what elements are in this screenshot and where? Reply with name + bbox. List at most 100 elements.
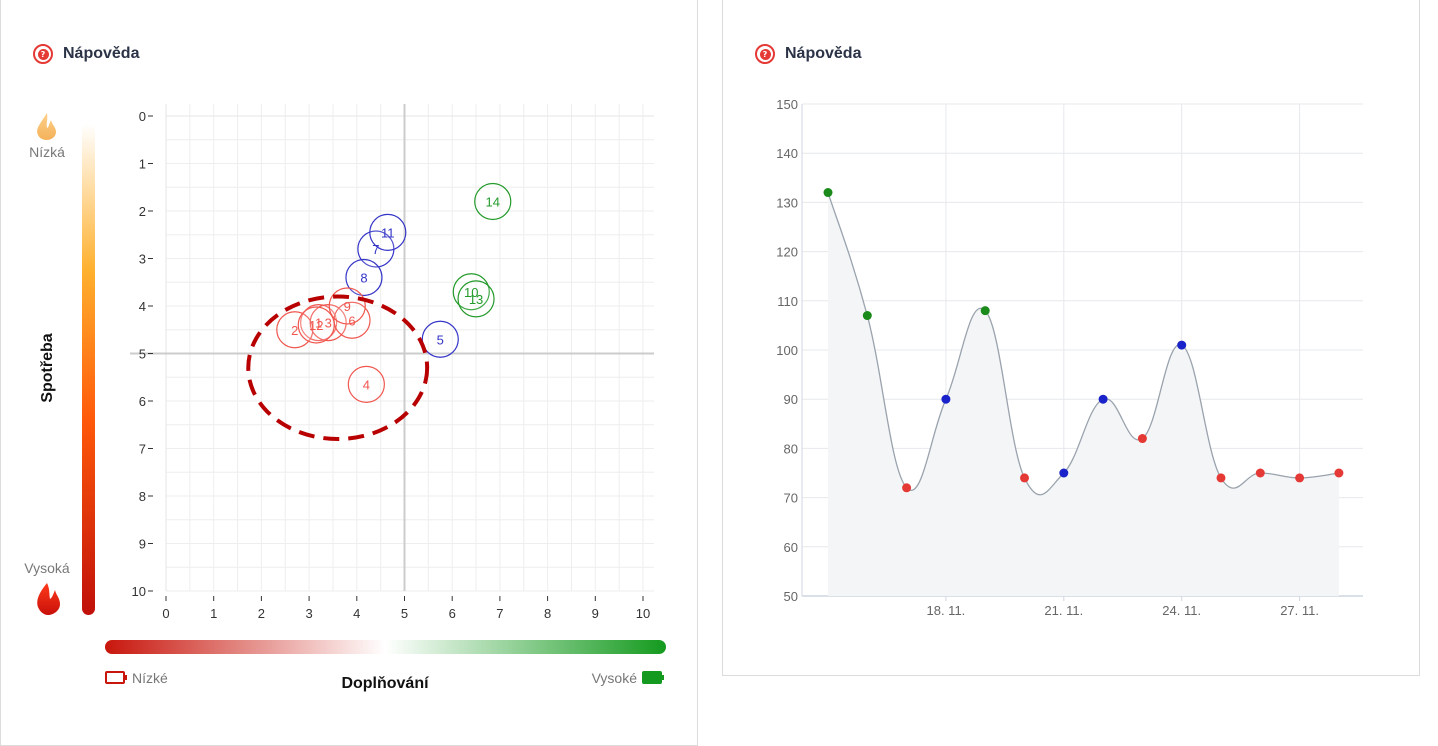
bubble-label: 1 xyxy=(315,316,322,331)
x-low-label: Nízké xyxy=(132,670,168,686)
bubble-label: 8 xyxy=(360,271,367,286)
bubble-label: 3 xyxy=(325,316,332,331)
help-link-left[interactable]: ? Nápověda xyxy=(33,44,139,64)
low-flame-icon xyxy=(37,113,56,140)
bubble-label: 4 xyxy=(363,377,370,392)
y-tick-label: 150 xyxy=(776,97,798,112)
y-high-label: Vysoká xyxy=(24,560,70,576)
bubble-label: 2 xyxy=(291,323,298,338)
bubble-12[interactable] xyxy=(297,306,335,344)
y-tick-label: 4 xyxy=(139,299,146,314)
y-axis-ticks: 0 1 2 3 4 5 6 7 8 9 10 xyxy=(132,109,153,599)
bubble-label: 10 xyxy=(464,285,478,300)
data-point-2023-11-27[interactable] xyxy=(1295,473,1305,483)
data-point-2023-11-21[interactable] xyxy=(1059,468,1069,478)
bubble-label: 13 xyxy=(469,292,483,307)
y-tick-label: 2 xyxy=(139,204,146,219)
x-tick-label: 8 xyxy=(544,606,551,621)
x-tick-label: 1 xyxy=(210,606,217,621)
y-tick-label: 5 xyxy=(139,347,146,362)
x-axis-ticks: 0 1 2 3 4 5 6 7 8 9 10 xyxy=(162,596,650,621)
y-tick-label: 1 xyxy=(139,157,146,172)
y-axis-title: Spotřeba xyxy=(39,333,56,402)
y-tick-label: 90 xyxy=(784,392,798,407)
bubble-14[interactable] xyxy=(474,182,512,221)
y-tick-label: 140 xyxy=(776,146,798,161)
y-tick-label: 130 xyxy=(776,195,798,210)
consumption-gradient-bar xyxy=(82,124,95,615)
bubble-label: 11 xyxy=(381,225,395,240)
replenishment-gradient-bar xyxy=(105,640,666,654)
y-tick-label: 70 xyxy=(784,491,798,506)
data-point-2023-11-24[interactable] xyxy=(1177,340,1187,350)
data-point-2023-11-26[interactable] xyxy=(1255,468,1265,478)
bubble-3[interactable] xyxy=(309,304,347,342)
data-point-2023-11-15[interactable] xyxy=(823,188,833,198)
x-tick-label: 10 xyxy=(636,606,650,621)
help-label: Nápověda xyxy=(785,45,862,62)
data-points[interactable] xyxy=(823,188,1344,493)
y-tick-label: 50 xyxy=(784,589,798,604)
consumption-matrix-panel xyxy=(0,0,698,746)
x-axis-ticks: 18. 11. 21. 11. 24. 11. 27. 11. xyxy=(927,596,1319,618)
bubble-label: 14 xyxy=(486,195,500,210)
y-axis-ticks: 50 60 70 80 90 100 110 120 130 140 150 xyxy=(776,97,798,604)
data-point-2023-11-20[interactable] xyxy=(1020,473,1029,483)
help-icon: ? xyxy=(33,44,53,64)
y-tick-label: 6 xyxy=(139,394,146,409)
area-fill xyxy=(828,192,1339,596)
data-point-2023-11-19[interactable] xyxy=(980,306,990,316)
x-tick-label: 5 xyxy=(401,606,408,621)
data-point-2023-11-22[interactable] xyxy=(1098,394,1108,404)
bubble-11[interactable] xyxy=(369,213,407,251)
x-tick-label: 18. 11. xyxy=(927,603,966,618)
bubble-10[interactable] xyxy=(452,273,490,311)
bubble-13[interactable] xyxy=(457,280,495,318)
y-tick-label: 3 xyxy=(139,252,146,267)
bubble-8[interactable] xyxy=(345,258,383,297)
data-point-2023-11-17[interactable] xyxy=(902,483,912,493)
y-tick-label: 7 xyxy=(139,442,146,457)
bubble-label: 6 xyxy=(348,313,355,328)
x-tick-label: 4 xyxy=(353,606,360,621)
high-flame-icon xyxy=(37,583,60,615)
x-tick-label: 6 xyxy=(449,606,456,621)
help-label: Nápověda xyxy=(63,45,140,62)
x-tick-label: 27. 11. xyxy=(1280,603,1319,618)
grid xyxy=(130,104,654,592)
x-axis-title: Doplňování xyxy=(341,675,429,692)
y-tick-label: 100 xyxy=(776,343,798,358)
bubble-5[interactable] xyxy=(421,320,459,358)
x-tick-label: 9 xyxy=(592,606,599,621)
bubble-4[interactable] xyxy=(347,365,385,403)
data-point-2023-11-16[interactable] xyxy=(862,311,872,321)
x-tick-label: 2 xyxy=(258,606,265,621)
y-tick-label: 9 xyxy=(139,537,146,552)
data-point-2023-11-25[interactable] xyxy=(1216,473,1226,483)
data-point-2023-11-28[interactable] xyxy=(1334,468,1344,478)
help-link-right[interactable]: ? Nápověda xyxy=(755,44,861,64)
y-tick-label: 120 xyxy=(776,245,798,260)
y-tick-label: 60 xyxy=(784,540,798,555)
bubble-1[interactable] xyxy=(300,304,338,342)
data-point-2023-11-23[interactable] xyxy=(1137,434,1147,444)
data-point-2023-11-18[interactable] xyxy=(941,394,951,404)
x-tick-label: 7 xyxy=(496,606,503,621)
bubble-label: 12 xyxy=(309,318,323,333)
x-high-label: Vysoké xyxy=(592,670,638,686)
y-tick-label: 10 xyxy=(132,584,146,599)
highlight-circle xyxy=(246,294,430,441)
help-icon: ? xyxy=(755,44,775,64)
battery-empty-icon xyxy=(105,671,127,684)
x-tick-label: 0 xyxy=(162,606,169,621)
bubble-label: 7 xyxy=(372,242,379,257)
battery-full-icon xyxy=(642,671,664,684)
y-tick-label: 80 xyxy=(784,441,798,456)
y-low-label: Nízká xyxy=(29,144,65,160)
y-tick-label: 8 xyxy=(139,489,146,504)
x-tick-label: 21. 11. xyxy=(1044,603,1083,618)
y-tick-label: 0 xyxy=(139,109,146,124)
